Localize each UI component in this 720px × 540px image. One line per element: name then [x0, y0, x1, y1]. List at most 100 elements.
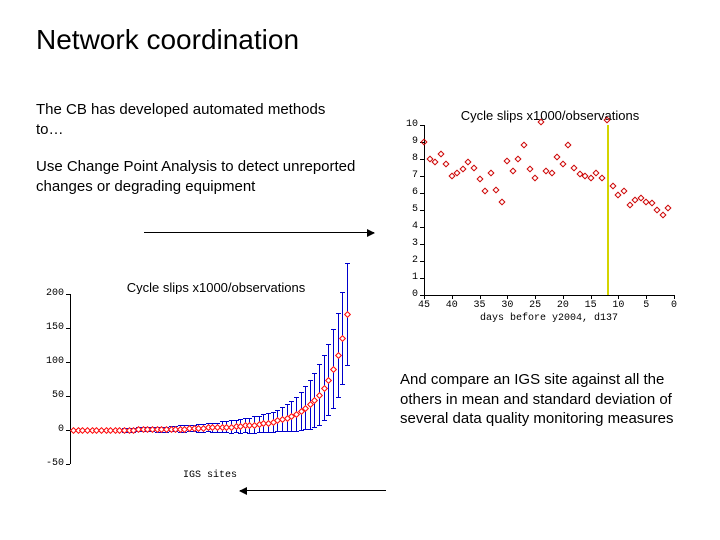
errorbar-point: [277, 294, 278, 464]
scatter-point: [432, 159, 439, 166]
bottom-chart-xlabel: IGS sites: [70, 470, 350, 481]
scatter-point: [626, 201, 633, 208]
scatter-point: [476, 176, 483, 183]
errorbar-point: [254, 294, 255, 464]
errorbar-chart: -50050100150200 IGS sites: [36, 294, 350, 464]
scatter-point: [665, 205, 672, 212]
scatter-point: [532, 174, 539, 181]
errorbar-point: [296, 294, 297, 464]
errorbar-point: [92, 294, 93, 464]
scatter-point: [498, 198, 505, 205]
scatter-point: [515, 155, 522, 162]
errorbar-point: [236, 294, 237, 464]
page-title: Network coordination: [0, 0, 720, 56]
errorbar-point: [166, 294, 167, 464]
errorbar-point: [282, 294, 283, 464]
errorbar-point: [333, 294, 334, 464]
errorbar-point: [198, 294, 199, 464]
scatter-point: [598, 174, 605, 181]
errorbar-point: [73, 294, 74, 464]
scatter-point: [620, 188, 627, 195]
errorbar-point: [189, 294, 190, 464]
errorbar-point: [319, 294, 320, 464]
errorbar-point: [347, 294, 348, 464]
arrow-to-scatter: [144, 232, 374, 233]
errorbar-point: [342, 294, 343, 464]
errorbar-point: [208, 294, 209, 464]
scatter-point: [459, 166, 466, 173]
errorbar-point: [78, 294, 79, 464]
errorbar-point: [314, 294, 315, 464]
errorbar-point: [129, 294, 130, 464]
errorbar-point: [226, 294, 227, 464]
errorbar-point: [194, 294, 195, 464]
scatter-point: [437, 150, 444, 157]
scatter-point: [559, 161, 566, 168]
errorbar-point: [268, 294, 269, 464]
top-chart-title: Cycle slips x1000/observations: [400, 108, 700, 123]
errorbar-point: [110, 294, 111, 464]
errorbar-point: [115, 294, 116, 464]
comparison-paragraph: And compare an IGS site against all the …: [400, 370, 690, 429]
errorbar-point: [231, 294, 232, 464]
errorbar-point: [222, 294, 223, 464]
errorbar-point: [305, 294, 306, 464]
scatter-point: [648, 200, 655, 207]
errorbar-point: [217, 294, 218, 464]
errorbar-point: [328, 294, 329, 464]
errorbar-point: [106, 294, 107, 464]
scatter-point: [609, 183, 616, 190]
scatter-point: [526, 166, 533, 173]
scatter-point: [504, 157, 511, 164]
scatter-point: [520, 142, 527, 149]
top-chart-xlabel: days before y2004, d137: [424, 313, 674, 324]
scatter-point: [465, 159, 472, 166]
scatter-point: [509, 167, 516, 174]
errorbar-point: [301, 294, 302, 464]
scatter-point: [443, 161, 450, 168]
errorbar-point: [212, 294, 213, 464]
errorbar-point: [161, 294, 162, 464]
errorbar-point: [310, 294, 311, 464]
scatter-point: [565, 142, 572, 149]
scatter-point: [482, 188, 489, 195]
errorbar-point: [96, 294, 97, 464]
errorbar-point: [175, 294, 176, 464]
errorbar-point: [157, 294, 158, 464]
errorbar-point: [249, 294, 250, 464]
errorbar-point: [119, 294, 120, 464]
errorbar-point: [124, 294, 125, 464]
errorbar-point: [287, 294, 288, 464]
errorbar-point: [171, 294, 172, 464]
scatter-point: [493, 186, 500, 193]
errorbar-point: [184, 294, 185, 464]
scatter-point: [654, 206, 661, 213]
errorbar-point: [240, 294, 241, 464]
errorbar-point: [133, 294, 134, 464]
scatter-point: [570, 164, 577, 171]
errorbar-point: [147, 294, 148, 464]
errorbar-point: [82, 294, 83, 464]
errorbar-point: [180, 294, 181, 464]
errorbar-point: [263, 294, 264, 464]
arrow-to-errorbar: [240, 490, 386, 491]
intro-paragraph: The CB has developed automated methods t…: [36, 100, 356, 139]
scatter-point: [554, 154, 561, 161]
errorbar-point: [245, 294, 246, 464]
cpa-paragraph: Use Change Point Analysis to detect unre…: [36, 157, 356, 196]
errorbar-point: [203, 294, 204, 464]
bottom-chart-title: Cycle slips x1000/observations: [96, 280, 336, 295]
scatter-point: [659, 212, 666, 219]
errorbar-point: [152, 294, 153, 464]
errorbar-point: [338, 294, 339, 464]
scatter-point: [420, 138, 427, 145]
errorbar-point: [291, 294, 292, 464]
errorbar-point: [101, 294, 102, 464]
errorbar-point: [259, 294, 260, 464]
scatter-point: [470, 164, 477, 171]
errorbar-point: [87, 294, 88, 464]
scatter-point: [487, 169, 494, 176]
errorbar-point: [143, 294, 144, 464]
scatter-chart: 012345678910454035302520151050 days befo…: [400, 125, 674, 295]
errorbar-point: [273, 294, 274, 464]
